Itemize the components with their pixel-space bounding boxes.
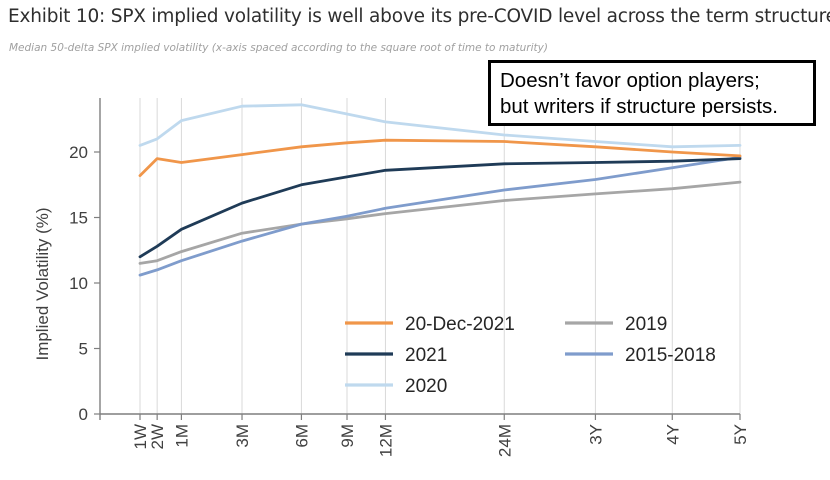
x-tick-label-2w: 2W — [148, 424, 167, 450]
series-layer — [138, 103, 742, 277]
y-tick-label-15: 15 — [69, 209, 88, 228]
x-tick-label-24m: 24M — [495, 424, 514, 457]
series-line-2021 — [138, 157, 742, 259]
legend-label-2019: 2019 — [625, 314, 667, 335]
chart-title: Exhibit 10: SPX implied volatility is we… — [8, 6, 830, 27]
annotation-line-1: Doesn’t favor option players; — [500, 69, 760, 92]
series-line-2020 — [138, 103, 742, 149]
annotation-box: Doesn’t favor option players; but writer… — [488, 60, 816, 126]
legend-label-2020: 2020 — [405, 376, 447, 397]
series-line-20-dec-2021 — [138, 138, 742, 178]
annotation-line-2: but writers if structure persists. — [500, 95, 778, 118]
chart-subtitle: Median 50-delta SPX implied volatility (… — [9, 42, 548, 54]
legend-label-20-dec-2021: 20-Dec-2021 — [405, 314, 515, 335]
x-tick-label-5y: 5Y — [731, 424, 750, 445]
legend-label-2021: 2021 — [405, 345, 447, 366]
y-tick-label-20: 20 — [69, 143, 88, 162]
x-tick-label-1m: 1M — [172, 424, 191, 448]
series-line-2019 — [138, 180, 742, 265]
series-line-2015-2018 — [138, 155, 742, 277]
y-tick-label-5: 5 — [79, 340, 88, 359]
x-tick-label-3y: 3Y — [586, 424, 605, 445]
x-tick-label-6m: 6M — [292, 424, 311, 448]
x-tick-label-4y: 4Y — [663, 424, 682, 445]
y-axis-label: Implied Volatility (%) — [33, 207, 52, 360]
x-tick-label-12m: 12M — [376, 424, 395, 457]
x-tick-label-9m: 9M — [338, 424, 357, 448]
x-tick-label-3m: 3M — [233, 424, 252, 448]
x-tick-label-1w: 1W — [131, 424, 150, 450]
legend-layer: 20-Dec-2021 2021 2020 2019 2015-2018 — [345, 314, 716, 397]
y-tick-label-10: 10 — [69, 274, 88, 293]
y-tick-label-0: 0 — [79, 405, 88, 424]
legend-label-2015-2018: 2015-2018 — [625, 345, 716, 366]
